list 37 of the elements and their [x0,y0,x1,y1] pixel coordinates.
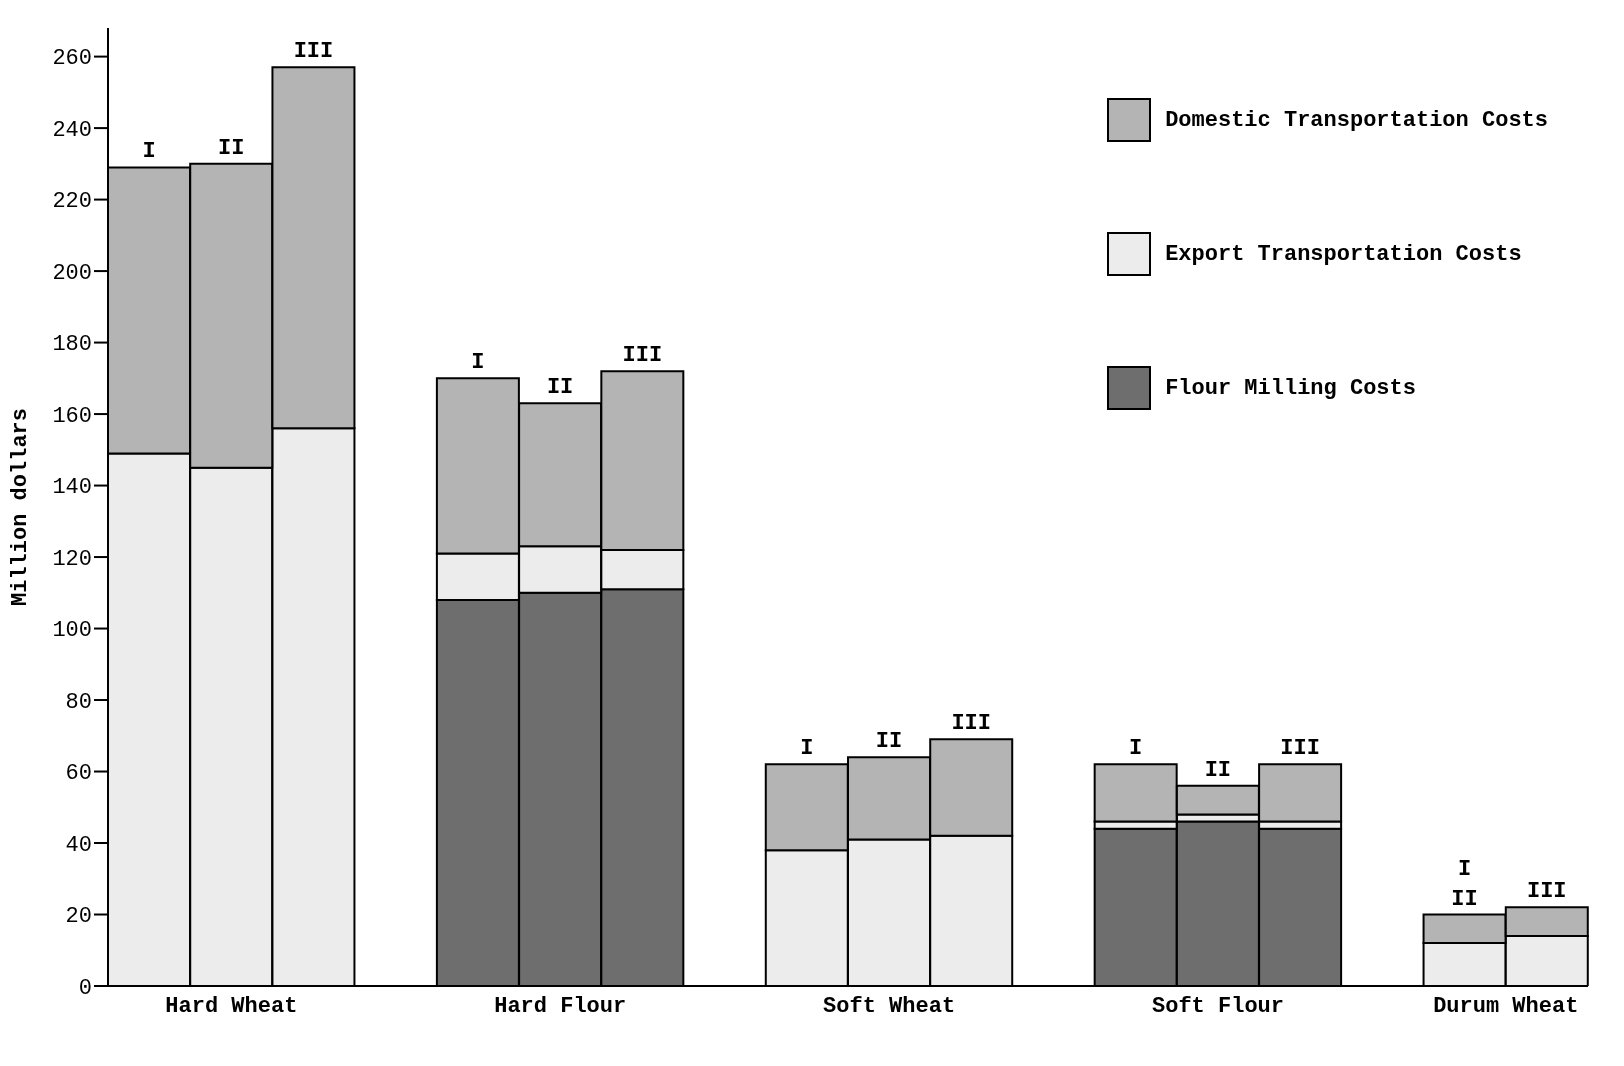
x-tick-label: I [800,736,814,762]
x-tick-label: I II [1451,856,1478,912]
x-tick-label: I [471,350,485,376]
y-tick-label: 260 [52,46,92,72]
y-tick-label: 180 [52,332,92,358]
x-tick-label: III [1526,879,1567,905]
x-tick-label: II [1204,757,1232,783]
text: Soft Flour [1151,994,1285,1019]
legend-label: Domestic Transportation Costs [1165,107,1548,133]
text: Hard Wheat [165,994,298,1019]
x-tick-label: III [951,711,992,737]
y-tick-label: 0 [78,975,92,1001]
y-tick-label: 140 [52,475,92,501]
y-tick-label: 80 [65,689,92,715]
x-tick-label: II [218,135,245,161]
legend-label: Flour Milling Costs [1165,375,1416,401]
x-tick-label: III [1280,736,1320,762]
text: Durum Wheat [1432,994,1580,1019]
x-tick-label: I [1129,736,1143,762]
x-tick-label: III [622,343,663,369]
x-tick-label: III [293,39,334,65]
y-tick-label: 100 [52,618,92,644]
y-tick-label: 220 [52,189,92,215]
text: Soft Wheat [822,994,957,1019]
y-tick-label: 240 [52,117,92,143]
y-tick-label: 200 [52,260,92,286]
y-tick-label: 20 [65,904,92,930]
y-tick-label: 120 [52,546,92,572]
y-tick-label: 160 [52,403,92,429]
x-tick-label: II [546,375,574,401]
y-tick-label: 60 [65,761,92,787]
legend-label: Export Transportation Costs [1165,241,1522,267]
x-tick-label: I [142,139,156,165]
text: Hard Flour [493,994,628,1019]
y-tick-label: 40 [65,832,92,858]
y-axis-title: Million dollars [7,407,33,607]
x-tick-label: II [875,729,903,755]
